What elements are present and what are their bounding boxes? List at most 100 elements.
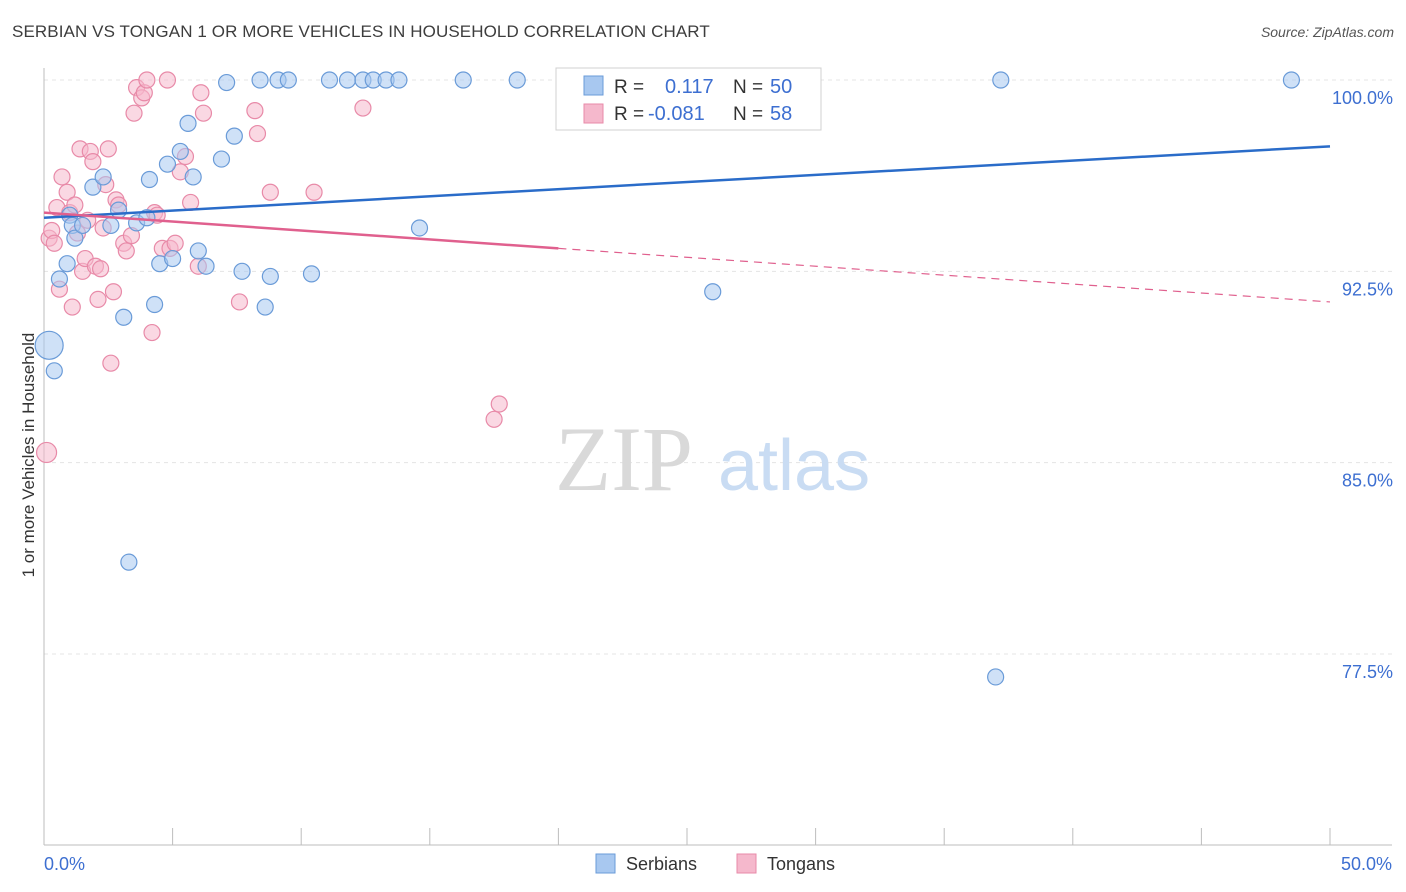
serbian-point <box>454 71 472 89</box>
tongan-point <box>246 102 264 120</box>
serbian-point <box>390 71 408 89</box>
legend-r-label-tongans: R = <box>614 104 644 125</box>
tongan-point <box>230 293 249 311</box>
tongan-point <box>117 242 135 260</box>
tongan-point <box>182 193 200 212</box>
serbian-point <box>233 262 251 280</box>
serbian-point <box>992 71 1010 89</box>
scatter-points <box>34 71 1301 686</box>
tongan-point <box>192 84 210 102</box>
tongan-point <box>89 290 107 308</box>
y-tick-label: 92.5% <box>1342 279 1393 299</box>
serbian-point <box>197 257 215 275</box>
tongan-point <box>261 183 279 201</box>
serbian-point <box>218 73 236 92</box>
serbian-point <box>251 71 269 89</box>
serbian-point <box>120 553 138 571</box>
serbian-point <box>34 330 64 360</box>
legend-n-label-serbians: N = <box>733 77 763 98</box>
legend-n-value-serbians: 50 <box>770 76 792 98</box>
tongan-point <box>143 323 161 342</box>
gridlines <box>44 79 1392 655</box>
tongans-trend-line-extension <box>558 247 1331 303</box>
tongan-point <box>305 183 323 201</box>
tongan-point <box>104 283 123 301</box>
chart-title: SERBIAN VS TONGAN 1 OR MORE VEHICLES IN … <box>12 22 710 41</box>
serbian-point <box>109 201 128 219</box>
x-tick-label-min: 0.0% <box>44 854 85 874</box>
serbian-point <box>279 71 297 89</box>
tongan-point <box>490 395 508 413</box>
legend-n-label-tongans: N = <box>733 104 763 125</box>
tongan-point <box>102 354 120 372</box>
serbian-point <box>256 298 274 316</box>
tongan-point <box>63 298 81 316</box>
serbian-point <box>987 668 1005 686</box>
tongan-point <box>485 410 503 428</box>
y-tick-label: 100.0% <box>1332 88 1393 108</box>
serbian-point <box>410 219 429 237</box>
serbian-point <box>225 127 243 145</box>
serbian-point <box>66 229 84 247</box>
serbian-point <box>73 216 92 235</box>
serbian-point <box>50 270 69 288</box>
y-tick-labels: 77.5% 85.0% 92.5% 100.0% <box>1332 88 1393 682</box>
serbian-point <box>338 71 357 89</box>
tongan-point <box>166 234 184 252</box>
serbian-point <box>171 142 189 161</box>
serbian-point <box>1282 71 1301 89</box>
watermark-zip: ZIP <box>555 408 693 510</box>
serbian-point <box>164 249 182 268</box>
serbian-point <box>320 71 339 89</box>
serbian-point <box>508 71 526 89</box>
tongans-trend-line <box>43 211 559 250</box>
serbian-point <box>102 216 120 235</box>
serbian-point <box>138 209 156 227</box>
series-legend: Serbians Tongans <box>595 853 835 874</box>
serbian-point <box>45 362 63 380</box>
watermark-atlas: atlas <box>718 426 870 506</box>
legend-r-value-serbians: 0.117 <box>665 76 714 98</box>
serbian-point <box>58 255 76 273</box>
tongan-point <box>194 104 213 122</box>
serbians-trend-line <box>43 145 1331 220</box>
y-axis-title: 1 or more Vehicles in Household <box>19 333 38 578</box>
serbian-point <box>184 168 202 186</box>
correlation-legend: R = 0.117 N = 50 R = -0.081 N = 58 <box>555 67 822 131</box>
serbian-point <box>140 170 159 189</box>
serbian-point <box>704 283 722 301</box>
serbian-point <box>302 265 321 283</box>
legend-n-value-tongans: 58 <box>770 103 792 125</box>
tongan-point <box>354 99 372 117</box>
legend-swatch-serbians <box>583 75 604 96</box>
y-tick-label: 85.0% <box>1342 471 1393 491</box>
serbian-point <box>189 242 207 260</box>
tongan-point <box>35 441 58 464</box>
serbian-point <box>158 155 177 173</box>
source-label: Source: ZipAtlas.com <box>1260 24 1394 40</box>
tongan-point <box>158 71 177 89</box>
serbian-point <box>179 114 197 132</box>
y-tick-label: 77.5% <box>1342 662 1393 682</box>
serbian-point <box>94 168 112 186</box>
serbian-point <box>212 150 231 168</box>
tongan-point <box>84 153 102 171</box>
bottom-legend-tongans: Tongans <box>767 854 835 874</box>
bottom-legend-swatch-tongans <box>736 853 757 874</box>
tongan-point <box>53 168 71 186</box>
bottom-legend-serbians: Serbians <box>626 854 697 874</box>
legend-swatch-tongans <box>583 103 604 124</box>
legend-r-label-serbians: R = <box>614 77 644 98</box>
tongan-point <box>91 260 110 278</box>
serbian-point <box>84 178 102 196</box>
tongan-point <box>58 183 76 201</box>
trend-lines <box>43 145 1331 303</box>
tongan-point <box>248 124 267 143</box>
serbian-point <box>145 295 164 314</box>
legend-r-value-tongans: -0.081 <box>648 103 705 125</box>
tongan-point <box>45 234 63 252</box>
tongan-point <box>138 71 156 89</box>
tongan-point <box>125 104 143 122</box>
serbian-point <box>115 308 133 326</box>
